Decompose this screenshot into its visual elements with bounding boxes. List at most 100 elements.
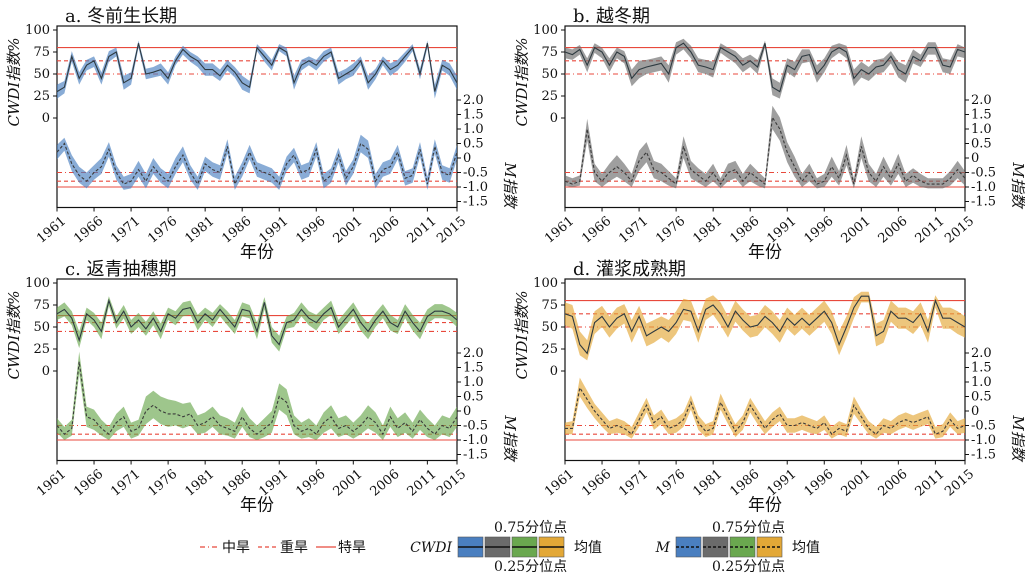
right-tick-label: -1.5	[971, 448, 996, 463]
x-tick-label: 2015	[942, 467, 977, 500]
left-tick-label: 25	[33, 89, 50, 104]
legend-mean-label: 均值	[792, 540, 820, 556]
right-tick-label: 1.0	[463, 375, 484, 390]
cwdi-mean-line	[564, 295, 966, 355]
x-tick-label: 2011	[405, 467, 440, 500]
m-mean-line	[56, 361, 458, 436]
panel-title: d. 灌浆成熟期	[573, 259, 686, 280]
left-tick-label: 25	[541, 342, 558, 357]
right-tick-label: 0	[463, 404, 471, 419]
left-tick-label: 100	[533, 276, 558, 291]
x-axis-label: 年份	[240, 243, 274, 263]
left-tick-label: 25	[33, 342, 50, 357]
x-tick-label: 2015	[434, 467, 469, 500]
right-tick-label: 1.0	[971, 375, 992, 390]
x-tick-label: 1976	[145, 214, 180, 247]
plot-frame	[564, 278, 966, 462]
x-tick-label: 2011	[913, 214, 948, 247]
left-tick-label: 0	[550, 364, 558, 379]
right-tick-label: 1.0	[463, 122, 484, 137]
right-tick-label: 2.0	[463, 93, 484, 108]
legend-q75-label: 0.75分位点	[494, 520, 567, 536]
x-tick-label: 1996	[293, 467, 328, 500]
x-tick-label: 1996	[293, 214, 328, 247]
cwdi-mean-line	[56, 43, 458, 93]
m-mean-line	[564, 115, 966, 186]
legend-q75-label: 0.75分位点	[712, 520, 785, 536]
x-tick-label: 2001	[839, 467, 874, 500]
right-tick-label: 0.5	[463, 390, 484, 405]
x-tick-label: 1976	[653, 214, 688, 247]
right-tick-label: 0	[463, 151, 471, 166]
x-tick-label: 1981	[690, 214, 725, 247]
x-tick-label: 1966	[71, 467, 106, 500]
legend-level-label: 特旱	[338, 540, 366, 556]
right-axis-label: M指数	[501, 161, 519, 209]
right-tick-label: -0.5	[971, 419, 996, 434]
x-tick-label: 1971	[616, 214, 651, 247]
left-tick-label: 100	[533, 23, 558, 38]
left-tick-label: 0	[550, 111, 558, 126]
x-axis-label: 年份	[240, 496, 274, 516]
x-axis-label: 年份	[748, 243, 782, 263]
left-tick-label: 75	[33, 45, 50, 60]
x-tick-label: 2006	[876, 214, 911, 247]
right-tick-label: 1.5	[971, 361, 992, 376]
cwdi-mean-line	[564, 42, 966, 93]
cwdi-quantile-band	[57, 40, 457, 99]
right-axis-label: M指数	[1009, 161, 1025, 209]
cwdi-mean-line	[56, 298, 458, 346]
x-tick-label: 1961	[542, 214, 577, 247]
left-tick-label: 0	[42, 364, 50, 379]
m-quantile-band	[57, 134, 457, 190]
right-tick-label: 0	[971, 151, 979, 166]
plot-frame	[564, 25, 966, 209]
x-tick-label: 2011	[405, 214, 440, 247]
x-tick-label: 1996	[801, 467, 836, 500]
plot-frame	[56, 278, 458, 462]
left-axis-label: CWDI指数%	[5, 290, 23, 379]
x-tick-label: 1966	[71, 214, 106, 247]
left-tick-label: 75	[541, 298, 558, 313]
legend-cwdi-label: CWDI	[410, 540, 452, 556]
left-tick-label: 25	[541, 89, 558, 104]
right-tick-label: -1.0	[971, 433, 996, 448]
left-axis-label: CWDI指数%	[513, 290, 531, 379]
left-tick-label: 100	[25, 23, 50, 38]
x-tick-label: 2011	[913, 467, 948, 500]
x-tick-label: 1971	[108, 214, 143, 247]
x-tick-label: 1961	[34, 214, 69, 247]
left-tick-label: 50	[33, 320, 50, 335]
m-mean-line	[56, 142, 458, 186]
x-tick-label: 1961	[542, 467, 577, 500]
x-tick-label: 1981	[690, 467, 725, 500]
right-tick-label: 1.5	[971, 108, 992, 123]
x-tick-label: 2001	[839, 214, 874, 247]
right-tick-label: 1.5	[463, 361, 484, 376]
x-tick-label: 1976	[145, 467, 180, 500]
panel-title: a. 冬前生长期	[65, 6, 177, 27]
left-axis-label: CWDI指数%	[5, 37, 23, 126]
panel-title: b. 越冬期	[573, 6, 650, 27]
legend-mean-label: 均值	[574, 540, 602, 556]
right-axis-label: M指数	[1009, 414, 1025, 462]
right-tick-label: 0.5	[463, 137, 484, 152]
right-tick-label: 0.5	[971, 137, 992, 152]
right-axis-label: M指数	[501, 414, 519, 462]
x-tick-label: 1971	[616, 467, 651, 500]
x-tick-label: 1996	[801, 214, 836, 247]
legend-level-label: 重旱	[280, 540, 308, 556]
x-tick-label: 1966	[579, 467, 614, 500]
left-tick-label: 75	[541, 45, 558, 60]
right-tick-label: -1.0	[971, 180, 996, 195]
plot-frame	[56, 25, 458, 209]
panel-title: c. 返青抽穗期	[65, 259, 177, 280]
legend-level-label: 中旱	[222, 540, 250, 556]
left-tick-label: 100	[25, 276, 50, 291]
right-tick-label: -1.5	[463, 195, 488, 210]
x-tick-label: 1961	[34, 467, 69, 500]
